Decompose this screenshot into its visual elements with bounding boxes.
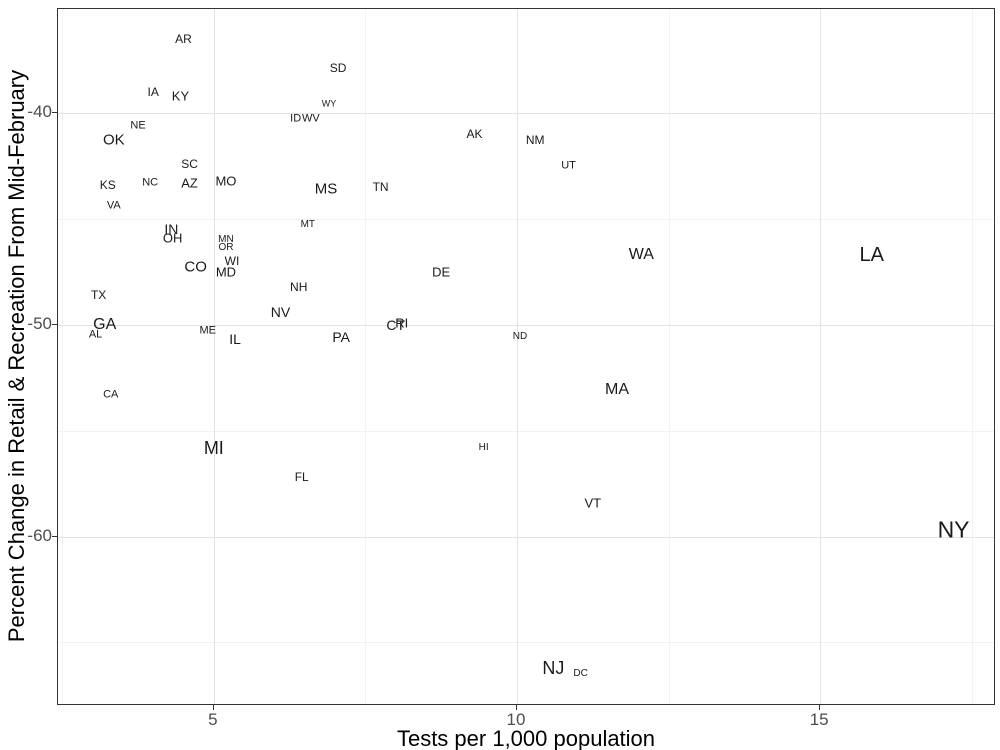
y-minor-gridline <box>58 642 994 644</box>
state-label-de: DE <box>432 264 451 280</box>
state-label-wv: WV <box>301 112 320 125</box>
x-major-gridline <box>516 9 518 704</box>
state-label-ok: OK <box>102 131 125 149</box>
state-label-ia: IA <box>147 84 159 99</box>
state-label-az: AZ <box>181 175 198 191</box>
x-minor-gridline <box>62 9 64 704</box>
state-label-mo: MO <box>215 173 237 189</box>
state-label-mn: MN <box>218 233 234 245</box>
x-axis-title: Tests per 1,000 population <box>396 726 656 750</box>
x-minor-gridline <box>668 9 670 704</box>
x-minor-gridline <box>971 9 973 704</box>
y-tick-label: -50 <box>27 313 52 333</box>
state-label-me: ME <box>199 324 217 337</box>
state-label-or: OR <box>218 242 234 254</box>
state-label-ne: NE <box>130 119 146 132</box>
state-label-mi: MI <box>203 437 224 458</box>
state-label-ca: CA <box>103 388 119 401</box>
state-label-wa: WA <box>628 245 654 263</box>
x-tick-mark <box>819 705 821 710</box>
x-tick-label: 5 <box>208 710 218 729</box>
x-major-gridline <box>820 9 822 704</box>
x-tick-label: 10 <box>506 710 526 729</box>
state-label-ny: NY <box>937 516 970 543</box>
state-label-ks: KS <box>99 177 116 192</box>
state-label-nd: ND <box>512 331 528 343</box>
x-major-gridline <box>213 9 215 704</box>
state-label-tx: TX <box>90 288 107 302</box>
state-label-la: LA <box>859 243 884 266</box>
state-label-sc: SC <box>181 156 198 171</box>
state-label-pa: PA <box>332 329 350 346</box>
state-label-hi: HI <box>478 441 489 453</box>
y-tick-label: -40 <box>27 101 52 121</box>
state-label-sd: SD <box>329 61 347 76</box>
state-label-ct: CT <box>386 316 406 333</box>
x-minor-gridline <box>365 9 367 704</box>
state-label-dc: DC <box>573 668 588 680</box>
plot-panel: AR SD IA KY WY ID WV NE AK OK NM SC UT MO NC AZ KS TN MS VA… <box>57 8 995 705</box>
state-label-ar: AR <box>175 31 192 46</box>
x-tick-label: 15 <box>809 710 829 729</box>
state-label-wy: WY <box>321 98 337 109</box>
state-label-nj: NJ <box>542 657 565 678</box>
state-label-in: IN <box>164 221 179 238</box>
y-major-gridline <box>58 536 994 538</box>
state-label-nh: NH <box>290 279 308 294</box>
state-label-nm: NM <box>525 133 545 148</box>
y-tick-mark <box>52 111 57 113</box>
state-label-md: MD <box>215 264 237 280</box>
state-label-ky: KY <box>171 88 190 104</box>
state-label-fl: FL <box>294 470 309 485</box>
x-tick-mark <box>515 705 517 710</box>
y-tick-label: -60 <box>27 525 52 545</box>
y-tick-mark <box>52 535 57 537</box>
y-tick-mark <box>52 323 57 325</box>
y-major-gridline <box>58 324 994 326</box>
state-label-nv: NV <box>270 303 291 320</box>
state-label-ut: UT <box>561 159 576 172</box>
state-label-al: AL <box>88 328 103 341</box>
state-label-ak: AK <box>466 126 483 141</box>
state-label-mt: MT <box>300 219 316 231</box>
state-label-wi: WI <box>224 254 240 269</box>
state-label-ma: MA <box>605 381 630 399</box>
state-label-ri: RI <box>395 315 409 331</box>
state-label-vt: VT <box>584 495 602 511</box>
state-label-co: CO <box>184 258 207 276</box>
state-label-id: ID <box>290 112 302 125</box>
x-tick-mark <box>212 705 214 710</box>
state-label-ms: MS <box>314 180 338 198</box>
state-label-nc: NC <box>142 176 159 189</box>
y-major-gridline <box>58 112 994 114</box>
state-label-oh: OH <box>162 230 183 246</box>
y-minor-gridline <box>58 218 994 220</box>
y-axis-title: Percent Change in Retail & Recreation Fr… <box>4 69 29 643</box>
state-label-il: IL <box>229 331 241 348</box>
state-label-va: VA <box>106 199 121 212</box>
state-label-tn: TN <box>372 179 389 194</box>
state-label-ga: GA <box>93 315 117 333</box>
y-minor-gridline <box>58 430 994 432</box>
